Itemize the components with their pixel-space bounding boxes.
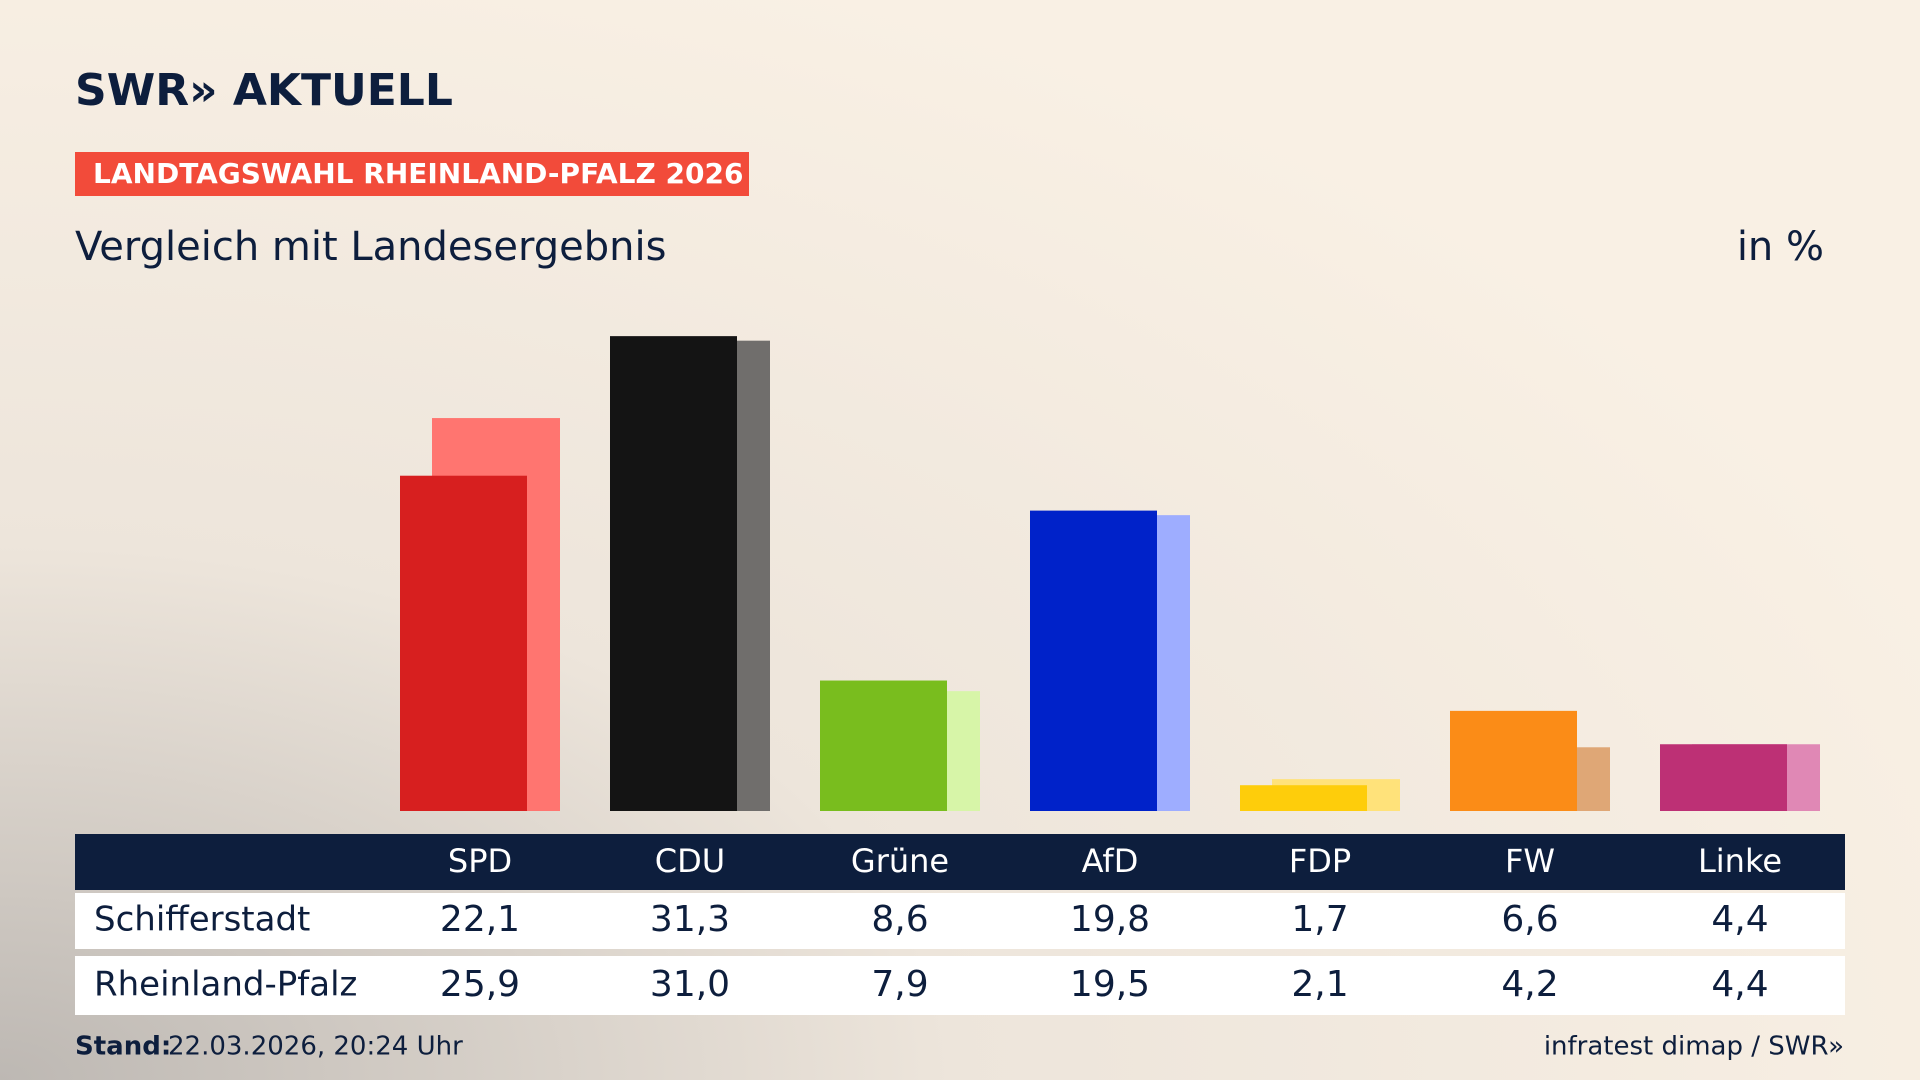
bar — [1240, 785, 1367, 811]
party-label: AfD — [1082, 842, 1139, 880]
footer-label: Stand: — [75, 1032, 171, 1062]
unit-label: in % — [1737, 224, 1824, 270]
bar — [1450, 710, 1577, 811]
brand-logo: SWR» AKTUELL — [75, 65, 453, 116]
party-label: FDP — [1289, 842, 1351, 880]
value-label: 31,0 — [650, 964, 730, 1005]
table-row — [75, 956, 1845, 1015]
value-label: 6,6 — [1501, 899, 1558, 940]
footer: Stand: 22.03.2026, 20:24 Uhr infratest d… — [75, 1032, 1844, 1062]
value-label: 4,2 — [1501, 964, 1558, 1005]
bar — [610, 336, 737, 811]
row-label: Rheinland-Pfalz — [94, 965, 357, 1005]
table-row — [75, 893, 1845, 949]
value-label: 2,1 — [1291, 964, 1348, 1005]
value-label: 25,9 — [440, 964, 520, 1005]
bar — [1030, 510, 1157, 811]
value-label: 4,4 — [1711, 964, 1768, 1005]
party-label: Grüne — [851, 842, 949, 880]
party-label: Linke — [1698, 842, 1782, 880]
value-label: 8,6 — [871, 899, 928, 940]
chart-title: Vergleich mit Landesergebnis — [75, 224, 666, 270]
row-label: Schifferstadt — [94, 900, 310, 940]
bar — [1660, 744, 1787, 811]
tag-box — [75, 152, 749, 196]
party-label: SPD — [448, 842, 512, 880]
footer-date: 22.03.2026, 20:24 Uhr — [168, 1032, 463, 1062]
bar — [400, 475, 527, 811]
table-header — [75, 834, 1845, 890]
value-label: 7,9 — [871, 964, 928, 1005]
tag-text: LANDTAGSWAHL RHEINLAND-PFALZ 2026 — [93, 157, 743, 190]
value-label: 19,5 — [1070, 964, 1150, 1005]
value-label: 4,4 — [1711, 899, 1768, 940]
bar — [820, 680, 947, 811]
value-label: 31,3 — [650, 899, 730, 940]
footer-source: infratest dimap / SWR» — [1544, 1032, 1844, 1062]
value-label: 1,7 — [1291, 899, 1348, 940]
value-label: 19,8 — [1070, 899, 1150, 940]
party-label: CDU — [655, 842, 725, 880]
value-label: 22,1 — [440, 899, 520, 940]
party-label: FW — [1505, 842, 1555, 880]
